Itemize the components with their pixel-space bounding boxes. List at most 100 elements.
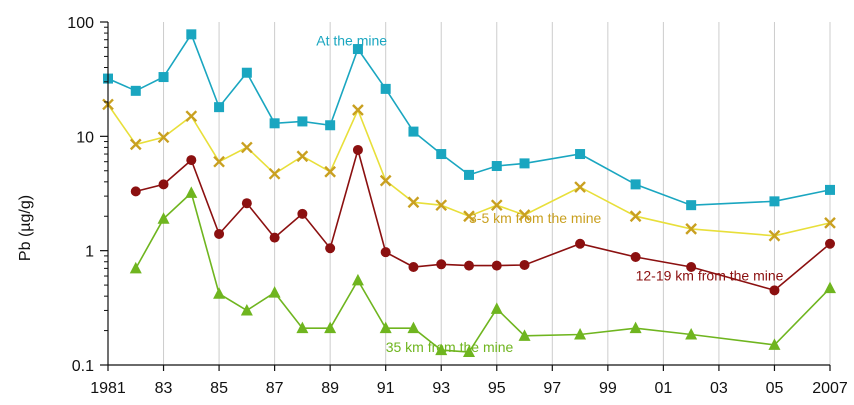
series-1-point-5 xyxy=(240,141,253,154)
series-1-point-19 xyxy=(768,229,781,242)
series-2-point-12 xyxy=(464,260,474,271)
series-1-point-13 xyxy=(463,210,475,223)
series-3-point-8 xyxy=(351,273,364,286)
series-3-point-12 xyxy=(463,345,475,357)
series-3-point-6 xyxy=(296,321,309,334)
series-0-point-15 xyxy=(519,158,530,169)
series-0-point-13 xyxy=(464,169,474,180)
series-2-point-18 xyxy=(769,285,780,296)
series-0-point-7 xyxy=(297,116,308,127)
series-2-point-10 xyxy=(408,261,419,272)
series-0-point-3 xyxy=(186,29,197,40)
series-2-point-19 xyxy=(825,238,835,249)
series-2-point-17 xyxy=(686,261,697,272)
x-tick-label-2: 85 xyxy=(210,380,228,397)
y-axis-label: Pb (µg/g) xyxy=(17,195,34,261)
series-label-1: 3-5 km from the mine xyxy=(469,210,601,226)
series-0-point-17 xyxy=(630,179,641,190)
series-2-point-8 xyxy=(352,144,363,155)
series-0-point-12 xyxy=(436,149,447,160)
x-tick-label-13: 2007 xyxy=(812,380,848,397)
series-2-point-13 xyxy=(491,260,502,271)
series-0-point-18 xyxy=(686,200,697,211)
series-2-point-16 xyxy=(630,252,641,263)
series-3-point-17 xyxy=(685,327,698,340)
series-3-point-7 xyxy=(324,321,337,334)
series-1-point-17 xyxy=(629,210,642,223)
y-tick-label-2: 10 xyxy=(76,129,94,146)
series-0-point-16 xyxy=(575,149,586,160)
x-tick-label-9: 99 xyxy=(599,380,617,397)
series-1-point-3 xyxy=(185,110,198,123)
vertical-gridlines xyxy=(107,22,831,365)
series-2-point-3 xyxy=(214,228,225,239)
series-3-point-14 xyxy=(518,329,531,341)
axes xyxy=(107,22,830,366)
y-tick-label-1: 1 xyxy=(85,244,94,261)
series-2-point-2 xyxy=(186,155,197,166)
x-tick-label-4: 89 xyxy=(321,380,339,397)
series-3-point-4 xyxy=(240,303,253,316)
series-0-point-5 xyxy=(241,67,252,78)
series-annotations: At the mine 3-5 km from the mine 12-19 km … xyxy=(316,33,783,355)
x-tick-label-11: 03 xyxy=(710,380,728,397)
series-3-point-11 xyxy=(435,343,448,356)
x-tick-label-0: 1981 xyxy=(90,380,126,397)
x-tick-label-1: 83 xyxy=(155,380,173,397)
series-1-point-6 xyxy=(268,167,281,180)
series-1-point-9 xyxy=(352,104,364,116)
series-1-point-1 xyxy=(129,138,142,151)
series-3-point-0 xyxy=(129,261,142,274)
series-3-point-1 xyxy=(157,212,170,224)
x-tick-label-10: 01 xyxy=(654,380,672,397)
series-0-point-6 xyxy=(269,118,280,129)
series-0-point-9 xyxy=(352,44,363,55)
series-1-point-20 xyxy=(824,217,836,229)
series-1-point-2 xyxy=(157,131,170,144)
x-tick-label-3: 87 xyxy=(266,380,284,397)
x-axis-ticks: 1981 83 85 87 89 91 93 95 97 99 01 03 05 2007 xyxy=(90,365,848,397)
series-3-point-3 xyxy=(213,287,226,299)
series-1-point-14 xyxy=(490,199,503,212)
series-0-point-1 xyxy=(130,85,141,96)
series-1-point-7 xyxy=(296,150,309,163)
x-tick-label-5: 91 xyxy=(377,380,395,397)
series-label-2: 12-19 km from the mine xyxy=(636,267,784,283)
series-label-0: At the mine xyxy=(316,33,387,49)
series-line-2 xyxy=(135,147,831,292)
series-2-point-4 xyxy=(241,198,252,209)
series-0-point-14 xyxy=(491,161,502,172)
series-1-point-10 xyxy=(379,174,392,187)
series-2-point-5 xyxy=(269,232,280,243)
series-0-point-2 xyxy=(158,72,169,83)
series-2-point-1 xyxy=(158,179,169,190)
series-0-point-11 xyxy=(408,126,419,137)
series-0-point-20 xyxy=(825,184,835,195)
series-3-point-2 xyxy=(185,186,198,198)
series-1-point-11 xyxy=(407,196,420,209)
series-3-point-19 xyxy=(824,281,836,294)
series-2-point-7 xyxy=(325,243,336,254)
series-1-point-8 xyxy=(324,165,337,178)
x-tick-label-8: 97 xyxy=(543,380,561,397)
x-tick-label-6: 93 xyxy=(432,380,450,397)
series-2-point-11 xyxy=(436,259,447,270)
series-2-point-9 xyxy=(380,247,391,258)
x-tick-label-7: 95 xyxy=(488,380,506,397)
series-1-point-12 xyxy=(435,199,448,212)
series-3-point-18 xyxy=(768,338,781,350)
series-1-point-16 xyxy=(574,181,586,193)
series-2-point-6 xyxy=(297,208,308,219)
series-1-point-18 xyxy=(685,223,698,235)
y-tick-label-0: 0.1 xyxy=(72,358,94,375)
series-markers xyxy=(102,29,836,357)
series-3-point-15 xyxy=(574,327,587,340)
series-1-point-4 xyxy=(213,155,225,168)
series-3-point-10 xyxy=(407,321,420,334)
y-axis-ticks: 0.1 1 10 100 xyxy=(67,15,108,375)
series-3-point-13 xyxy=(490,302,503,314)
series-2-point-0 xyxy=(130,186,141,197)
x-tick-label-12: 05 xyxy=(766,380,784,397)
series-0-point-8 xyxy=(325,120,336,131)
